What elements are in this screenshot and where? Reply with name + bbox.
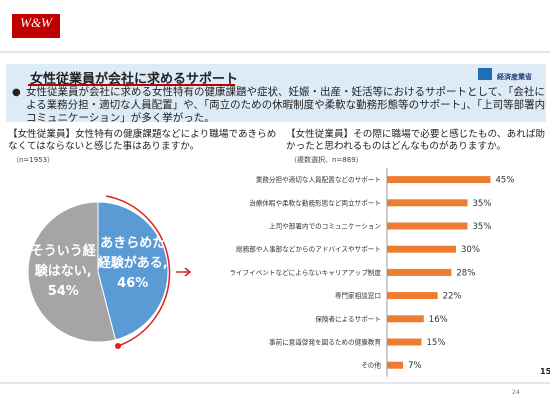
bar [387, 292, 438, 300]
chart-note: （n=1953） [12, 156, 55, 164]
ministry: 経済産業省 [497, 73, 532, 81]
bar [387, 268, 452, 276]
pie-slice [27, 201, 117, 343]
bar [387, 199, 468, 207]
bar [387, 315, 424, 323]
value-label: 7% [408, 361, 422, 371]
callout-dot [115, 343, 121, 349]
callout-arc [105, 195, 171, 347]
value-label: 28% [456, 268, 475, 278]
category-label: 保険者によるサポート [315, 314, 381, 323]
bar [387, 222, 468, 230]
category-label: その他 [361, 361, 381, 370]
value-label: 45% [496, 176, 515, 186]
callout-arrow [176, 267, 192, 277]
logo: W&W [20, 15, 52, 30]
pie-value-label: 46% [117, 275, 149, 291]
ministry-icon [478, 68, 492, 80]
pie-label: そういう経験はない, [30, 244, 96, 280]
bar [387, 361, 404, 369]
edge-text: 15 [540, 367, 550, 376]
category-label: ライフイベントなどによらないキャリアアップ制度 [229, 268, 381, 277]
pie-value-label: 54% [47, 284, 79, 300]
category-label: 総務部や人事部などからのアドバイスやサポート [236, 245, 381, 254]
chart-title: 【女性従業員】その際に職場で必要と感じたもの、あれば助かったと思われるものはどん… [286, 129, 546, 152]
value-label: 35% [473, 199, 492, 209]
value-label: 35% [473, 222, 492, 232]
value-label: 30% [461, 245, 480, 255]
bar [387, 176, 491, 184]
category-label: 治療休暇や柔軟な勤務形態など両立サポート [249, 198, 381, 207]
chart-note: （複数選択、n=889） [290, 156, 363, 164]
bar [387, 338, 422, 346]
pie-label: あきらめた経験がある, [97, 235, 168, 271]
slide-title: 女性従業員が会社に求めるサポート [30, 72, 239, 87]
value-label: 22% [443, 292, 462, 302]
category-label: 上司や部署内でのコミュニケーション [269, 222, 381, 231]
bar [387, 245, 456, 253]
category-label: 専門家相談窓口 [335, 291, 381, 300]
chart-title: 【女性従業員】女性特有の健康課題などにより職場であきらめなくてはならないと感じた… [8, 129, 277, 152]
bullet: 女性従業員が会社に求める女性特有の健康課題や症状、妊娠・出産・妊活等におけるサポ… [12, 86, 546, 125]
category-label: 業務分担や適切な人員配置などのサポート [256, 175, 381, 184]
value-label: 15% [427, 338, 446, 348]
category-label: 事前に意識啓発を図るための健康教育 [269, 338, 381, 347]
page-number: 24 [512, 389, 520, 396]
pie-slice [97, 201, 169, 341]
logo-box [12, 14, 60, 38]
value-label: 16% [429, 315, 448, 325]
